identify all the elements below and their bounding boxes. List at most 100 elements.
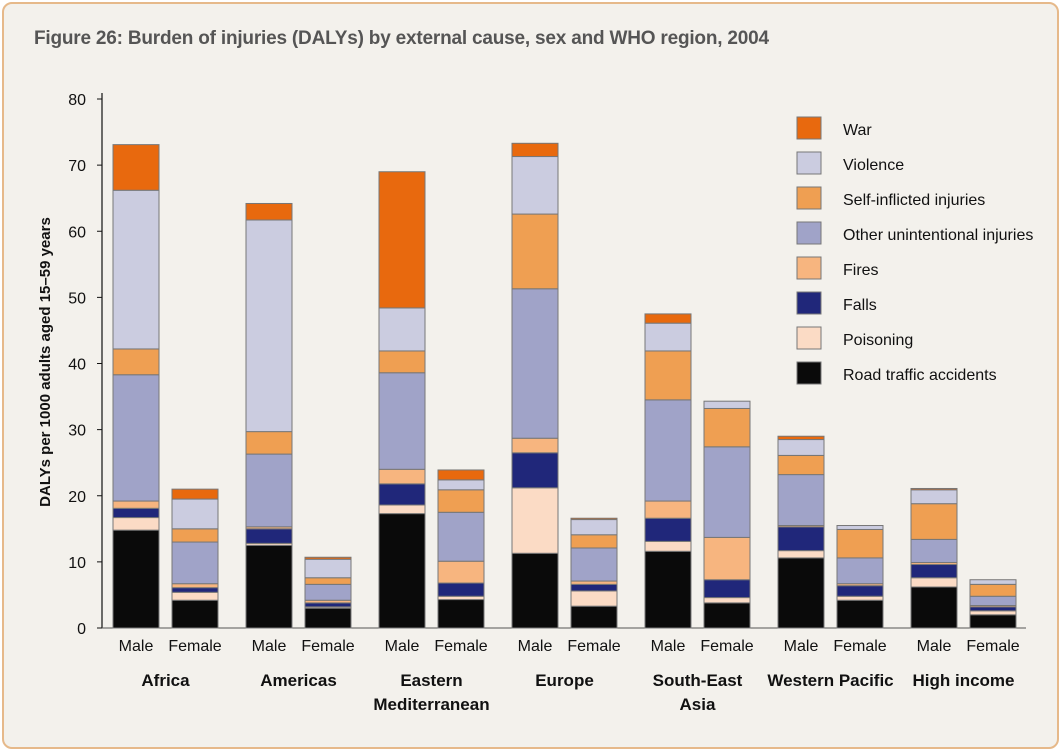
legend-swatch-fires: [796, 256, 822, 280]
bar-segment-poisoning: [703, 597, 751, 604]
bar-segment-violence: [570, 519, 618, 536]
bar-segment-road-traffic-accidents: [171, 599, 219, 629]
bar-segment-violence: [644, 322, 692, 352]
bar-segment-fires: [511, 437, 559, 454]
bar-segment-self-inflicted-injuries: [511, 213, 559, 290]
legend-swatch-self-inflicted-injuries: [796, 186, 822, 210]
bar-segment-road-traffic-accidents: [245, 544, 293, 629]
bar-segment-other-unintentional-injuries: [703, 446, 751, 538]
bar-segment-falls: [836, 585, 884, 597]
legend-swatch-road-traffic-accidents: [796, 361, 822, 385]
y-tick-label: 60: [68, 224, 86, 241]
bar-segment-other-unintentional-injuries: [171, 541, 219, 585]
bar-segment-falls: [511, 452, 559, 489]
bar-segment-poisoning: [112, 517, 160, 531]
bar-segment-self-inflicted-injuries: [171, 528, 219, 543]
bar-segment-poisoning: [511, 487, 559, 554]
bar-segment-war: [378, 171, 426, 309]
bar-segment-war: [910, 487, 958, 491]
chart-bars: [112, 142, 1017, 629]
bar-segment-war: [171, 488, 219, 500]
legend-label-falls: Falls: [843, 297, 877, 314]
bar-segment-falls: [304, 602, 352, 608]
bar-segment-falls: [112, 507, 160, 519]
bar-segment-other-unintentional-injuries: [245, 453, 293, 528]
bar-segment-other-unintentional-injuries: [304, 583, 352, 601]
bar-segment-road-traffic-accidents: [378, 513, 426, 629]
bar-segment-war: [511, 142, 559, 158]
x-tick-label: Male: [651, 638, 686, 655]
y-tick-label: 20: [68, 489, 86, 506]
y-tick-label: 70: [68, 158, 86, 175]
legend-label-poisoning: Poisoning: [843, 332, 913, 349]
bar-segment-war: [304, 556, 352, 560]
bar-segment-falls: [378, 483, 426, 506]
bar-segment-fires: [378, 468, 426, 485]
bar-segment-war: [437, 469, 485, 481]
group-label-americas: Americas: [260, 671, 337, 690]
bar-segment-violence: [171, 498, 219, 530]
bar-segment-self-inflicted-injuries: [378, 350, 426, 374]
legend-label-war: War: [843, 122, 872, 139]
bar-segment-self-inflicted-injuries: [703, 407, 751, 448]
bar-segment-violence: [511, 156, 559, 215]
y-tick-label: 40: [68, 357, 86, 374]
bar-segment-violence: [836, 525, 884, 530]
bar-segment-self-inflicted-injuries: [304, 577, 352, 585]
legend-label-violence: Violence: [843, 157, 904, 174]
bar-segment-violence: [777, 439, 825, 456]
figure-title: Figure 26: Burden of injuries (DALYs) by…: [34, 28, 769, 49]
bar-segment-poisoning: [644, 540, 692, 552]
legend-label-self-inflicted-injuries: Self-inflicted injuries: [843, 192, 985, 209]
bar-segment-road-traffic-accidents: [969, 614, 1017, 629]
x-tick-label: Female: [966, 638, 1019, 655]
bar-segment-road-traffic-accidents: [836, 599, 884, 629]
y-tick-label: 0: [77, 621, 86, 638]
y-tick-label: 80: [68, 92, 86, 109]
x-tick-label: Male: [119, 638, 154, 655]
x-tick-label: Female: [168, 638, 221, 655]
bar-segment-poisoning: [969, 610, 1017, 616]
bar-segment-falls: [777, 526, 825, 552]
y-tick-label: 10: [68, 555, 86, 572]
legend-swatch-falls: [796, 291, 822, 315]
bar-segment-road-traffic-accidents: [644, 550, 692, 629]
bar-segment-self-inflicted-injuries: [777, 454, 825, 476]
bar-segment-self-inflicted-injuries: [969, 583, 1017, 597]
bar-segment-poisoning: [910, 577, 958, 588]
bar-segment-other-unintentional-injuries: [511, 288, 559, 439]
x-tick-label: Male: [385, 638, 420, 655]
x-tick-label: Male: [917, 638, 952, 655]
bar-segment-violence: [703, 400, 751, 409]
bar-segment-poisoning: [171, 591, 219, 601]
x-tick-label: Female: [567, 638, 620, 655]
bar-segment-road-traffic-accidents: [570, 605, 618, 629]
bar-segment-war: [777, 435, 825, 441]
bar-segment-self-inflicted-injuries: [644, 350, 692, 401]
y-tick-label: 30: [68, 423, 86, 440]
bar-segment-self-inflicted-injuries: [245, 431, 293, 455]
bar-segment-road-traffic-accidents: [777, 557, 825, 629]
bar-segment-war: [570, 517, 618, 521]
bar-segment-fires: [703, 536, 751, 581]
bar-segment-poisoning: [570, 590, 618, 607]
bar-segment-road-traffic-accidents: [304, 607, 352, 629]
bar-segment-self-inflicted-injuries: [570, 534, 618, 549]
bar-segment-self-inflicted-injuries: [112, 348, 160, 376]
bar-segment-war: [112, 144, 160, 191]
bar-segment-violence: [112, 189, 160, 350]
bar-segment-road-traffic-accidents: [910, 586, 958, 629]
bar-segment-self-inflicted-injuries: [836, 528, 884, 559]
bar-segment-fires: [644, 500, 692, 519]
group-label-eastern-mediterranean: Eastern Mediterranean: [373, 671, 489, 714]
x-tick-label: Female: [700, 638, 753, 655]
legend-label-road-traffic-accidents: Road traffic accidents: [843, 367, 997, 384]
bar-segment-poisoning: [378, 504, 426, 515]
bar-segment-self-inflicted-injuries: [437, 489, 485, 513]
bar-segment-road-traffic-accidents: [703, 602, 751, 629]
bar-segment-self-inflicted-injuries: [910, 503, 958, 540]
legend-swatch-war: [796, 116, 822, 140]
bar-segment-war: [245, 202, 293, 221]
bar-segment-fires: [437, 560, 485, 584]
bar-segment-poisoning: [836, 595, 884, 601]
